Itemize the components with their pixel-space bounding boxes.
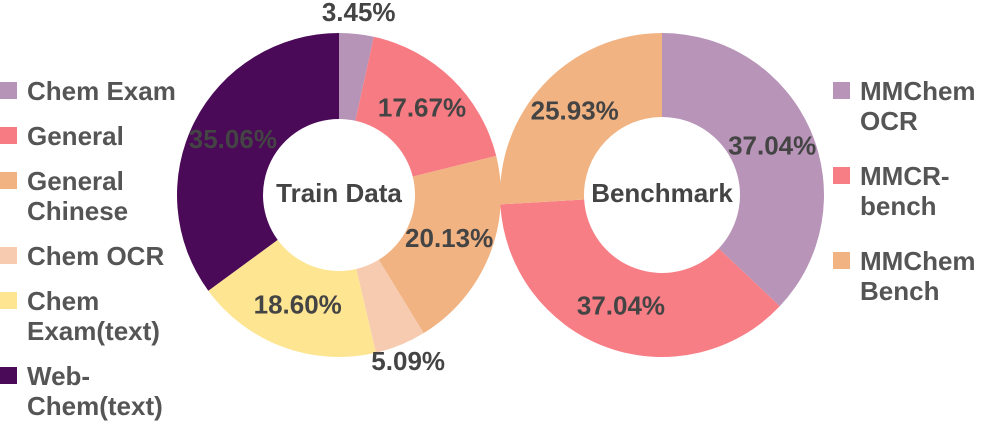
data-label: 35.06% [189,124,277,154]
center-label: Train Data [276,178,402,208]
donut-slice [208,239,376,357]
legend-swatch [833,82,850,99]
legend-label: MMCR-bench [860,161,950,221]
legend-swatch [0,247,17,264]
legend-entry: MMChem OCR [833,76,983,136]
data-label: 5.09% [371,346,445,376]
legend-label: General [27,121,124,151]
legend-swatch [0,367,17,384]
legend-entry: Web-Chem(text) [0,361,178,421]
legend-entry: Chem Exam [0,76,178,106]
legend-swatch [0,172,17,189]
legend-label: General Chinese [27,166,129,226]
donut-slice [355,36,497,177]
data-label: 37.04% [577,291,665,321]
data-label: 17.67% [378,93,466,123]
legend-entry: General Chinese [0,166,178,226]
legend-label: Chem Exam [27,76,176,106]
data-label: 18.60% [254,289,342,319]
legend-entry: MMChem Bench [833,246,983,306]
legend-swatch [833,252,850,269]
center-label: Benchmark [591,178,733,208]
legend-swatch [833,167,850,184]
legend-entry: MMCR-bench [833,161,983,221]
donut-slice [500,33,662,205]
legend-entry: General [0,121,178,151]
legend-label: MMChem Bench [860,246,976,306]
data-label: 37.04% [728,130,816,160]
legend-label: Chem OCR [27,241,165,271]
legend: MMChem OCR MMCR-bench MMChem Bench [833,76,983,306]
data-label: 20.13% [405,223,493,253]
legend-entry: Chem OCR [0,241,178,271]
donut-slice [356,259,424,353]
legend: Chem Exam General General Chinese Chem OCR C… [0,76,178,421]
legend-swatch [0,127,17,144]
legend-label: MMChem OCR [860,76,976,136]
data-label: 25.93% [531,96,619,126]
legend-swatch [0,82,17,99]
donut-slice [176,33,339,291]
donut-slice [662,33,825,307]
donut-slice [500,199,780,357]
donut-slice [339,33,374,121]
data-label: 3.45% [322,0,396,27]
legend-swatch [0,292,17,309]
legend-label: Chem Exam(text) [27,286,160,346]
legend-entry: Chem Exam(text) [0,286,178,346]
donut-slice [378,155,502,334]
legend-label: Web-Chem(text) [27,361,163,421]
